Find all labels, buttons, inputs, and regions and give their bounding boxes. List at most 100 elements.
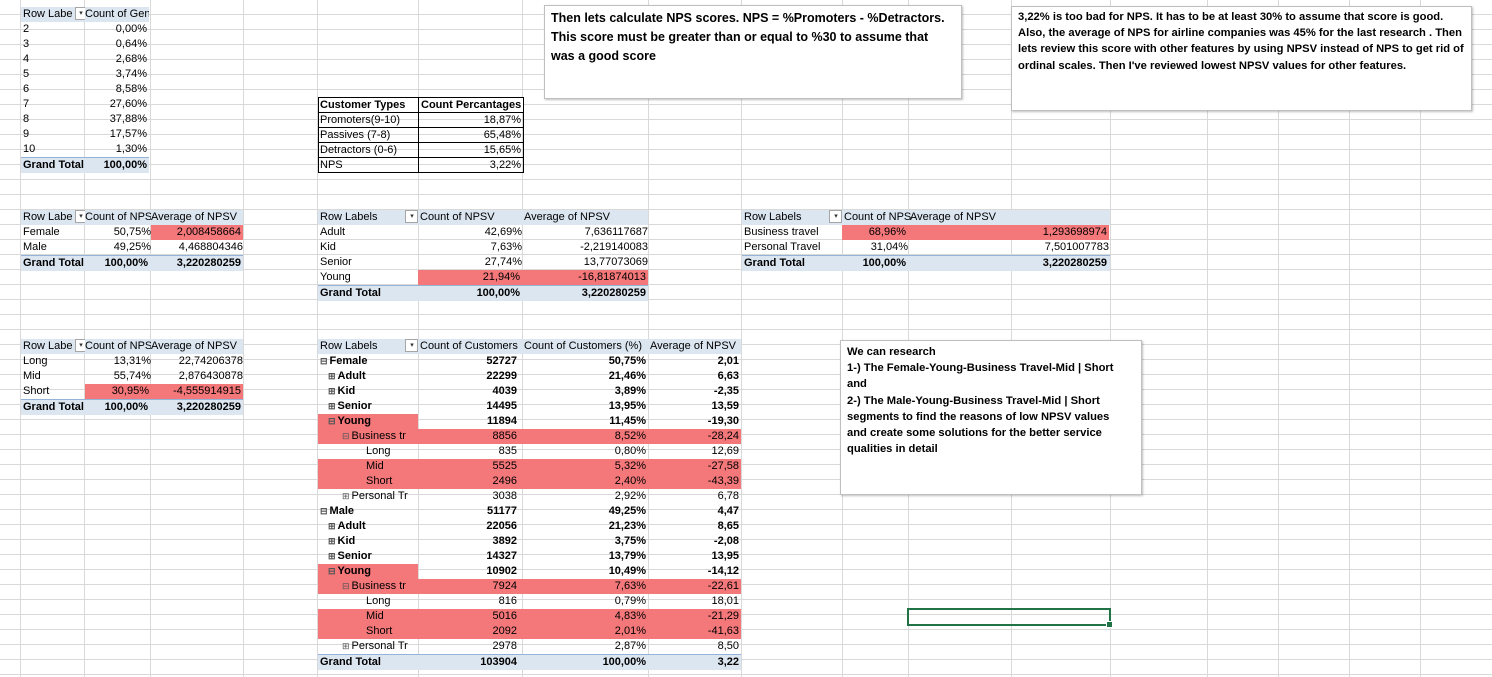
filter-dropdown-icon[interactable]: ▾ [74,339,85,352]
table-row[interactable]: ⊞ Senior 14327 13,79% 13,95 [318,549,741,564]
collapse-icon[interactable]: ⊟ [342,431,350,441]
table-row[interactable]: Female 50,75% 2,008458664 [21,225,243,240]
table-row[interactable]: ⊞ Senior 14495 13,95% 13,59 [318,399,741,414]
collapse-icon[interactable]: ⊟ [320,356,328,366]
row-label-cell[interactable]: ⊞ Adult [318,519,418,534]
row-label-cell[interactable]: Mid [318,459,418,474]
table-row[interactable]: ⊞ Kid 4039 3,89% -2,35 [318,384,741,399]
filter-dropdown-icon[interactable]: ▾ [405,339,418,352]
row-label-cell[interactable]: ⊞ Kid [318,534,418,549]
row-labels-header[interactable]: Row Labels ▾ [320,210,418,225]
table-row[interactable]: ⊟ Business tr 7924 7,63% -22,61 [318,579,741,594]
row-label-cell[interactable]: ⊟ Male [318,504,418,519]
table-row[interactable]: Kid 7,63% -2,219140083 [318,240,648,255]
table-row[interactable]: ⊟ Male 51177 49,25% 4,47 [318,504,741,519]
row-label-cell[interactable]: Long [318,594,418,609]
collapse-icon[interactable]: ⊟ [328,566,336,576]
table-row[interactable]: Young 21,94% -16,81874013 [318,270,648,285]
table-row[interactable]: 2 0,00% [21,22,149,37]
table-row[interactable]: ⊞ Adult 22299 21,46% 6,63 [318,369,741,384]
count-value: 2092 [418,624,520,639]
row-label-cell[interactable]: ⊟ Young [318,564,418,579]
table-row[interactable]: 4 2,68% [21,52,149,67]
expand-icon[interactable]: ⊞ [328,386,336,396]
table-row[interactable]: ⊟ Female 52727 50,75% 2,01 [318,354,741,369]
note-nps-explanation[interactable]: Then lets calculate NPS scores. NPS = %P… [544,5,962,99]
table-row[interactable]: ⊟ Young 11894 11,45% -19,30 [318,414,741,429]
row-label-cell[interactable]: ⊞ Kid [318,384,418,399]
table-row[interactable]: ⊞ Adult 22056 21,23% 8,65 [318,519,741,534]
table-row[interactable]: 6 8,58% [21,82,149,97]
table-row[interactable]: Senior 27,74% 13,77073069 [318,255,648,270]
row-label: Long [366,445,391,457]
note-research-segments[interactable]: We can research 1-) The Female-Young-Bus… [840,340,1142,495]
expand-icon[interactable]: ⊞ [328,401,336,411]
expand-icon[interactable]: ⊞ [342,641,350,651]
table-row[interactable]: Promoters(9-10) 18,87% [319,113,523,128]
table-row[interactable]: Short 2092 2,01% -41,63 [318,624,741,639]
table-row[interactable]: Detractors (0-6) 15,65% [319,143,523,158]
table-row[interactable]: Passives (7-8) 65,48% [319,128,523,143]
expand-icon[interactable]: ⊞ [328,536,336,546]
note-nps-too-bad[interactable]: 3,22% is too bad for NPS. It has to be a… [1011,6,1472,111]
row-label-cell[interactable]: ⊟ Business tr [318,429,418,444]
table-row[interactable]: ⊞ Personal Tr 3038 2,92% 6,78 [318,489,741,504]
row-labels-header[interactable]: Row Labe ▾ [23,210,85,225]
table-row[interactable]: Male 49,25% 4,468804346 [21,240,243,255]
row-label-cell[interactable]: Mid [318,609,418,624]
table-row[interactable]: Short 2496 2,40% -43,39 [318,474,741,489]
row-label-cell[interactable]: ⊞ Personal Tr [318,639,418,654]
table-row[interactable]: ⊞ Kid 3892 3,75% -2,08 [318,534,741,549]
row-label-cell[interactable]: Long [318,444,418,459]
customer-type-label: Passives (7-8) [320,128,419,142]
table-row[interactable]: 9 17,57% [21,127,149,142]
row-label-cell[interactable]: Short [318,624,418,639]
expand-icon[interactable]: ⊞ [328,551,336,561]
filter-dropdown-icon[interactable]: ▾ [74,7,85,20]
collapse-icon[interactable]: ⊟ [320,506,328,516]
row-label-cell[interactable]: ⊞ Personal Tr [318,489,418,504]
collapse-icon[interactable]: ⊟ [342,581,350,591]
row-label-cell[interactable]: ⊟ Young [318,414,418,429]
table-row[interactable]: NPS 3,22% [319,158,523,172]
table-row[interactable]: Adult 42,69% 7,636117687 [318,225,648,240]
row-label-cell[interactable]: ⊟ Female [318,354,418,369]
filter-dropdown-icon[interactable]: ▾ [74,210,85,223]
row-labels-header[interactable]: Row Labe ▾ [23,339,85,354]
table-row[interactable]: 8 37,88% [21,112,149,127]
table-row[interactable]: Long 835 0,80% 12,69 [318,444,741,459]
expand-icon[interactable]: ⊞ [342,491,350,501]
row-label-cell[interactable]: ⊞ Senior [318,399,418,414]
filter-dropdown-icon[interactable]: ▾ [829,210,842,223]
expand-icon[interactable]: ⊞ [328,521,336,531]
table-row[interactable]: ⊟ Young 10902 10,49% -14,12 [318,564,741,579]
expand-icon[interactable]: ⊞ [328,371,336,381]
row-labels-header[interactable]: Row Labels ▾ [320,339,418,354]
table-row[interactable]: ⊞ Personal Tr 2978 2,87% 8,50 [318,639,741,654]
table-row[interactable]: ⊟ Business tr 8856 8,52% -28,24 [318,429,741,444]
table-row[interactable]: Mid 5016 4,83% -21,29 [318,609,741,624]
table-row[interactable]: 3 0,64% [21,37,149,52]
fill-handle[interactable] [1106,621,1113,628]
table-row[interactable]: Mid 55,74% 2,876430878 [21,369,243,384]
table-row[interactable]: Long 816 0,79% 18,01 [318,594,741,609]
table-row[interactable]: Personal Travel 31,04% 7,501007783 [742,240,1110,255]
active-cell-selection[interactable] [907,608,1113,628]
row-label-cell[interactable]: ⊞ Adult [318,369,418,384]
count-percentages-header: Count Percantages [421,99,522,111]
table-row[interactable]: 10 1,30% [21,142,149,157]
filter-dropdown-icon[interactable]: ▾ [405,210,418,223]
table-row[interactable]: 7 27,60% [21,97,149,112]
table-row[interactable]: 5 3,74% [21,67,149,82]
table-row[interactable]: Business travel 68,96% 1,293698974 [742,225,1110,240]
table-row[interactable]: Mid 5525 5,32% -27,58 [318,459,741,474]
row-labels-header[interactable]: Row Labels ▾ [744,210,842,225]
row-label-cell[interactable]: Short [318,474,418,489]
collapse-icon[interactable]: ⊟ [328,416,336,426]
table-row[interactable]: Short 30,95% -4,555914915 [21,384,243,399]
row-label-cell[interactable]: ⊞ Senior [318,549,418,564]
row-labels-header[interactable]: Row Labe ▾ [23,7,85,22]
table-row[interactable]: Long 13,31% 22,74206378 [21,354,243,369]
row-label-cell[interactable]: ⊟ Business tr [318,579,418,594]
